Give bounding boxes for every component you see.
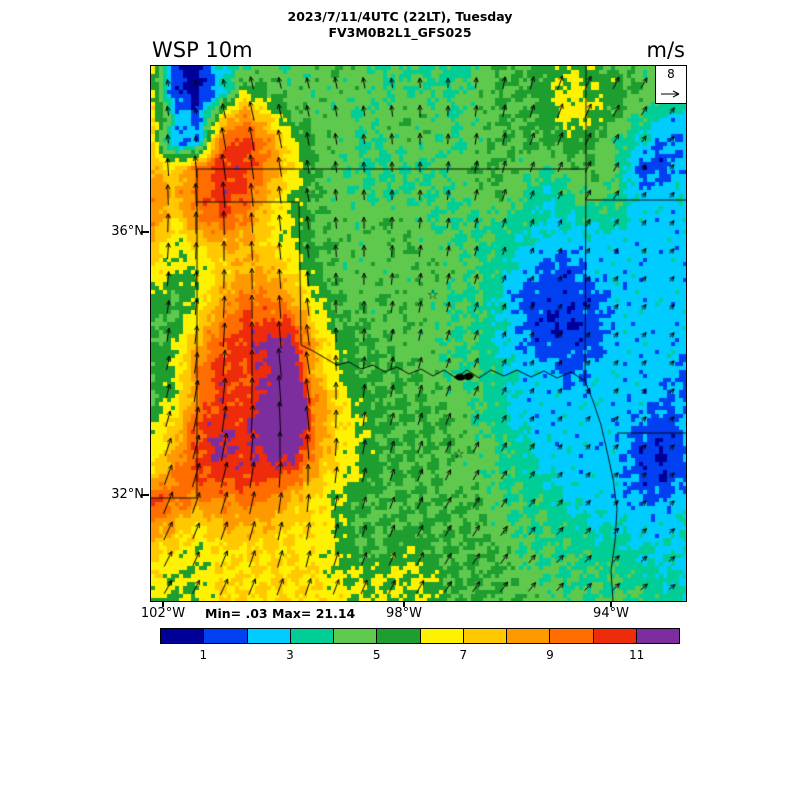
axis-tick — [403, 601, 405, 607]
wind-speed-map-canvas — [151, 66, 686, 601]
colorbar-segment — [203, 628, 248, 644]
lat-label-32n: 32°N — [111, 487, 144, 502]
colorbar-segment — [549, 628, 594, 644]
lon-label-94w: 94°W — [593, 606, 629, 621]
colorbar-segment — [289, 628, 334, 644]
field-name-label: WSP 10m — [152, 38, 253, 62]
colorbar — [160, 628, 680, 644]
axis-tick — [162, 601, 164, 607]
lat-label-36n: 36°N — [111, 224, 144, 239]
colorbar-segment — [462, 628, 507, 644]
colorbar-segment — [333, 628, 378, 644]
plot-title-date: 2023/7/11/4UTC (22LT), Tuesday — [287, 9, 513, 24]
colorbar-tick-label: 1 — [199, 648, 208, 662]
units-label: m/s — [646, 38, 685, 62]
colorbar-segment — [506, 628, 551, 644]
min-max-stats: Min= .03 Max= 21.14 — [205, 606, 356, 621]
lon-label-102w: 102°W — [140, 606, 186, 621]
colorbar-tick-label: 5 — [372, 648, 381, 662]
colorbar-segment — [246, 628, 291, 644]
colorbar-tick-label: 11 — [629, 648, 645, 662]
colorbar-segment — [419, 628, 464, 644]
colorbar-segment — [376, 628, 421, 644]
axis-tick — [141, 231, 149, 233]
lon-label-98w: 98°W — [386, 606, 422, 621]
colorbar-tick-label: 9 — [546, 648, 554, 662]
colorbar-tick-label: 7 — [459, 648, 468, 662]
reference-vector-value: 8 — [667, 67, 675, 81]
axis-tick — [141, 494, 149, 496]
map-plot-area: 8 — [150, 65, 687, 602]
colorbar-tick-label: 3 — [286, 648, 294, 662]
colorbar-segment — [592, 628, 637, 644]
colorbar-labels: 1 3 5 7 9 11 — [0, 648, 800, 664]
colorbar-segment — [635, 628, 680, 644]
axis-tick — [610, 601, 612, 607]
colorbar-segment — [160, 628, 205, 644]
plot-title-model: FV3M0B2L1_GFS025 — [328, 25, 472, 40]
reference-arrow-icon — [661, 90, 680, 98]
reference-vector-box: 8 — [655, 66, 686, 104]
